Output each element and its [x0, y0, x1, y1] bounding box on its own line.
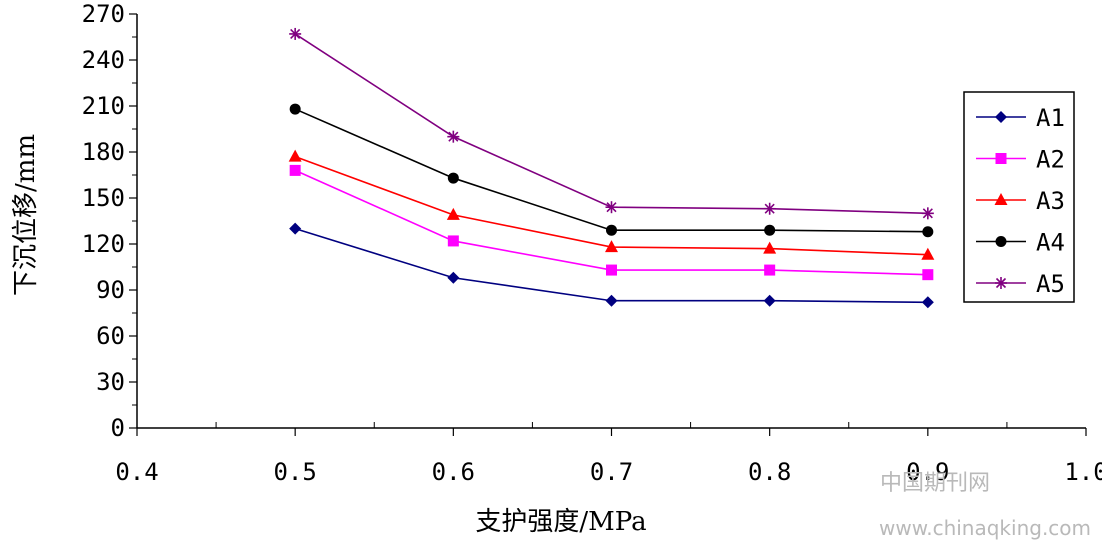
data-point [605, 240, 618, 253]
x-axis-title: 支护强度/MPa [475, 507, 646, 537]
data-point [447, 130, 460, 143]
legend: A1 A2 A3 A4 A5 [963, 91, 1075, 303]
series-line [294, 33, 928, 215]
x-tick-label: 0.6 [432, 458, 475, 486]
y-tick-label: 150 [82, 184, 125, 212]
x-tick-label: 0.8 [748, 458, 791, 486]
data-point [764, 264, 776, 276]
data-point [763, 202, 776, 215]
marker-stroke [764, 203, 775, 214]
data-point [922, 226, 934, 238]
legend-label: A5 [1036, 270, 1065, 298]
legend-item-a5: A5 [976, 270, 1065, 298]
y-tick-label: 180 [82, 138, 125, 166]
y-axis-ticks: 0 30 60 90 120 150 180 210 240 270 [82, 0, 137, 442]
data-point [446, 207, 460, 220]
y-tick-label: 30 [96, 368, 125, 396]
marker-stroke [606, 202, 617, 213]
legend-item-a3: A3 [976, 187, 1065, 215]
y-tick-label: 120 [82, 230, 125, 258]
y-tick-label: 210 [82, 92, 125, 120]
data-point [763, 294, 776, 307]
axes [136, 14, 1086, 429]
data-point [606, 224, 617, 236]
y-tick-label: 90 [96, 276, 125, 304]
data-point [447, 172, 459, 184]
legend-marker [995, 111, 1007, 123]
watermark-line2: www.chinaqking.com [879, 516, 1091, 540]
series-line [294, 169, 928, 276]
marker-stroke [922, 208, 933, 219]
series-a5 [289, 27, 934, 220]
data-point [606, 264, 617, 276]
marker-stroke [290, 28, 301, 39]
data-point [921, 296, 934, 309]
y-tick-label: 270 [82, 0, 125, 28]
x-axis-ticks: 0.4 0.5 0.6 0.7 0.8 0.9 1.0 [115, 422, 1102, 486]
legend-label: A1 [1036, 104, 1065, 132]
data-point [289, 27, 302, 40]
data-point [605, 294, 618, 307]
data-point [289, 103, 301, 115]
legend-marker [994, 193, 1008, 205]
watermark: 中国期刊网 www.chinaqking.com [879, 471, 1091, 540]
legend-label: A4 [1036, 229, 1065, 257]
legend-marker [995, 153, 1007, 164]
x-tick-label: 0.4 [115, 458, 158, 486]
legend-item-a2: A2 [976, 146, 1065, 174]
legend-label: A3 [1036, 187, 1065, 215]
legend-label: A2 [1036, 146, 1065, 174]
x-tick-label: 0.7 [590, 458, 633, 486]
y-axis-title: 下沉位移/mm [11, 134, 41, 296]
series-a4 [289, 103, 934, 238]
data-point [921, 247, 935, 260]
data-point [289, 164, 301, 176]
legend-box [963, 91, 1075, 303]
y-tick-label: 60 [96, 322, 125, 350]
marker-stroke [448, 131, 459, 142]
data-point [922, 269, 934, 281]
data-point [763, 241, 777, 254]
data-point [764, 224, 776, 236]
data-point [921, 207, 934, 220]
legend-item-a4: A4 [976, 229, 1065, 257]
marker-stroke [995, 277, 1007, 289]
series-a3 [288, 149, 935, 260]
legend-item-a1: A1 [976, 104, 1065, 132]
series-group [288, 27, 935, 309]
y-tick-label: 240 [82, 46, 125, 74]
data-point [447, 271, 460, 284]
series-a2 [289, 164, 934, 281]
legend-marker [995, 277, 1007, 289]
data-point [289, 222, 302, 235]
watermark-line1: 中国期刊网 [880, 471, 990, 496]
x-tick-label: 1.0 [1064, 458, 1102, 486]
x-tick-label: 0.5 [273, 458, 316, 486]
data-point [288, 149, 302, 162]
series-a1 [289, 222, 934, 309]
x-tick-label: 0.9 [906, 458, 949, 486]
y-tick-label: 0 [111, 414, 125, 442]
data-point [447, 235, 459, 247]
legend-marker [995, 236, 1007, 247]
data-point [605, 201, 618, 214]
